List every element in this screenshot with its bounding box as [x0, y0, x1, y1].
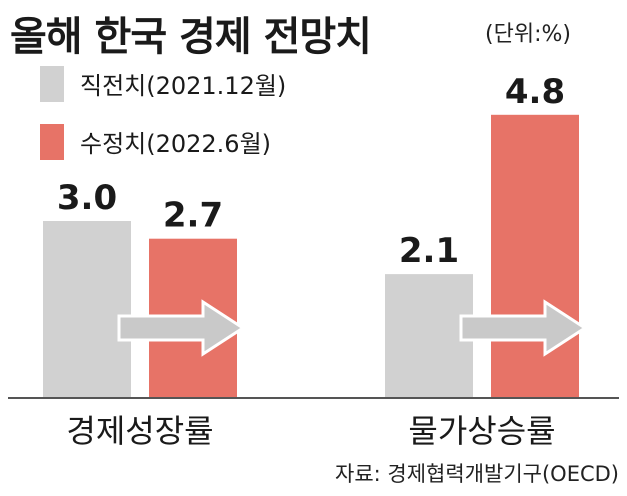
chart-title: 올해 한국 경제 전망치 — [10, 4, 372, 62]
unit-label: (단위:%) — [485, 22, 571, 47]
value-label-2-1: 2.1 — [399, 231, 459, 271]
change-arrow-1 — [117, 299, 246, 357]
legend-label-2: 수정치(2022.6월) — [80, 130, 271, 158]
chart-title-text: 올해 한국 경제 전망치 — [10, 14, 372, 60]
bar-2-series-1 — [385, 274, 473, 398]
category-label-1: 경제성장률 — [66, 412, 213, 450]
category-label-2: 물가상승률 — [408, 412, 555, 450]
value-label-2-2: 4.8 — [505, 72, 565, 112]
value-label-1-2: 2.7 — [163, 196, 223, 236]
source-note: 자료: 경제협력개발기구(OECD) — [335, 462, 619, 486]
bar-1-series-1 — [43, 221, 131, 398]
legend: 직전치(2021.12월) 수정치(2022.6월) — [40, 66, 286, 160]
category-labels-group: 경제성장률 물가상승률 — [66, 412, 555, 450]
legend-label-1: 직전치(2021.12월) — [80, 72, 286, 100]
value-labels-group: 3.0 2.7 2.1 4.8 — [57, 72, 565, 271]
legend-swatch-1 — [40, 66, 64, 102]
legend-swatch-2 — [40, 124, 64, 160]
bars-group — [43, 114, 579, 399]
change-arrow-2 — [459, 299, 588, 357]
bar-2-series-2 — [491, 114, 579, 399]
arrows-group — [117, 299, 588, 357]
value-label-1-1: 3.0 — [57, 178, 117, 218]
